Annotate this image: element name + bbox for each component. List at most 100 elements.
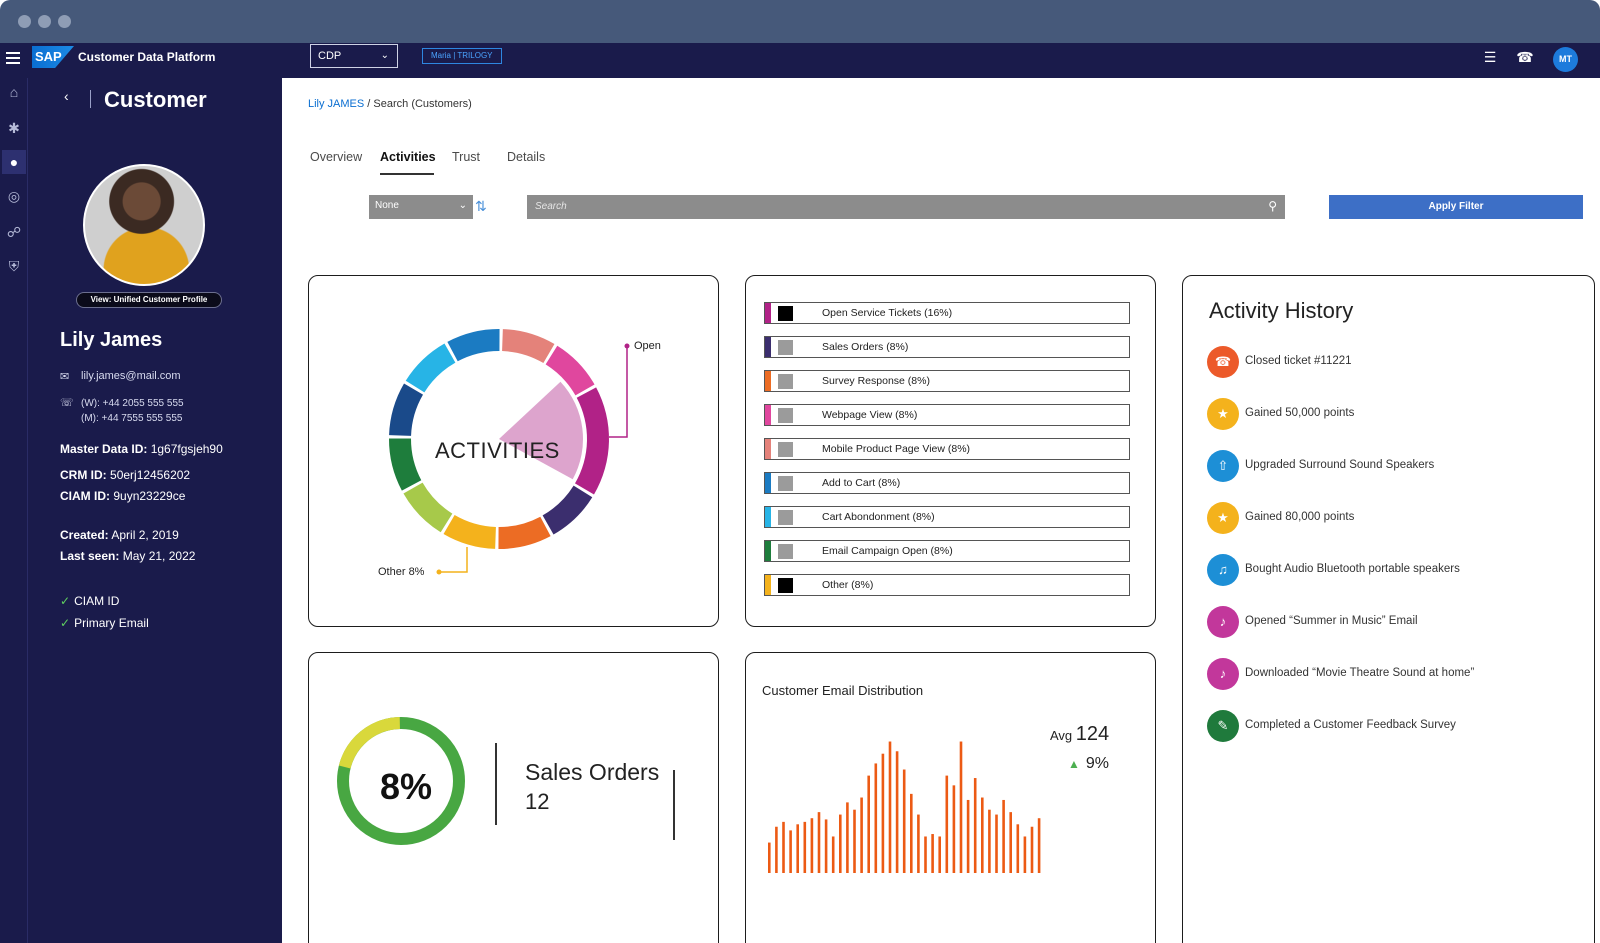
- window-minimize-dot[interactable]: [38, 15, 51, 28]
- open-callout-label: Open: [634, 340, 661, 352]
- context-select-value: CDP: [318, 50, 342, 62]
- activity-history-label: Downloaded “Movie Theatre Sound at home”: [1245, 667, 1475, 679]
- distribution-bar: [853, 809, 856, 873]
- home-icon[interactable]: ⌂: [9, 84, 19, 100]
- distribution-bar: [917, 814, 920, 873]
- tab-activities[interactable]: Activities: [380, 150, 436, 164]
- distribution-bar: [895, 751, 899, 873]
- email-distribution-title: Customer Email Distribution: [762, 683, 924, 698]
- mail-icon: ✉: [60, 371, 70, 383]
- distribution-bar: [1009, 812, 1012, 873]
- chevron-down-icon: ⌄: [380, 50, 389, 61]
- legend-color-strip: [765, 371, 771, 391]
- survey-icon: ✎: [1207, 710, 1239, 742]
- legend-row[interactable]: Other (8%): [764, 574, 1130, 596]
- other-callout-label: Other 8%: [378, 566, 425, 578]
- activity-history-label: Bought Audio Bluetooth portable speakers: [1245, 563, 1460, 575]
- back-icon[interactable]: ‹: [64, 88, 69, 104]
- tab-trust[interactable]: Trust: [452, 150, 481, 164]
- distribution-bar: [945, 775, 949, 873]
- customer-name: Lily James: [60, 329, 163, 351]
- distribution-bar: [931, 834, 934, 873]
- search-icon[interactable]: ⚲: [1268, 199, 1277, 213]
- sales-orders-percent: 8%: [379, 766, 433, 807]
- window-maximize-dot[interactable]: [58, 15, 71, 28]
- open-callout-dot: [624, 343, 630, 349]
- distribution-bar: [888, 741, 892, 873]
- activity-history-label: Completed a Customer Feedback Survey: [1245, 719, 1456, 731]
- legend-row[interactable]: Open Service Tickets (16%): [764, 302, 1130, 324]
- apply-filter-button[interactable]: Apply Filter: [1329, 195, 1583, 219]
- legend-row[interactable]: Email Campaign Open (8%): [764, 540, 1130, 562]
- donut-slice: [405, 343, 456, 393]
- legend-label: Cart Abondonment (8%): [822, 511, 935, 523]
- target-icon[interactable]: ◎: [7, 188, 21, 204]
- legend-row[interactable]: Mobile Product Page View (8%): [764, 438, 1130, 460]
- context-select[interactable]: CDP ⌄: [310, 44, 398, 68]
- shield-icon[interactable]: ⛨: [8, 258, 20, 274]
- search-input[interactable]: Search ⚲: [527, 195, 1285, 219]
- distribution-bar: [810, 818, 814, 873]
- donut-slice: [502, 329, 555, 364]
- legend-row[interactable]: Survey Response (8%): [764, 370, 1130, 392]
- activity-history-label: Upgraded Surround Sound Speakers: [1245, 459, 1435, 471]
- breadcrumb-current: / Search (Customers): [364, 98, 472, 110]
- breadcrumb: Lily JAMES / Search (Customers): [308, 98, 472, 110]
- sap-logo: SAP: [32, 46, 74, 68]
- ring-track: [337, 717, 465, 845]
- legend-swatch: [778, 578, 793, 593]
- customer-email[interactable]: lily.james@mail.com: [81, 370, 181, 382]
- sort-icon[interactable]: ⇅: [475, 198, 487, 214]
- headset-icon: ☎: [1207, 346, 1239, 378]
- donut-slice: [447, 329, 500, 362]
- check-primary-email: ✓ Primary Email: [60, 616, 149, 630]
- side-title: Customer: [104, 87, 207, 112]
- upgrade-icon: ⇧: [1207, 450, 1239, 482]
- share-icon[interactable]: ☍: [6, 224, 22, 240]
- window-close-dot[interactable]: [18, 15, 31, 28]
- activities-chart-card: ACTIVITIES Open Other 8%: [308, 275, 719, 627]
- menu-icon[interactable]: [6, 52, 20, 64]
- activity-legend-card: Open Service Tickets (16%) Sales Orders (…: [745, 275, 1156, 627]
- donut-center-label: ACTIVITIES: [435, 438, 560, 463]
- customer-photo: [83, 164, 205, 286]
- breadcrumb-link[interactable]: Lily JAMES: [308, 98, 365, 110]
- legend-row[interactable]: Sales Orders (8%): [764, 336, 1130, 358]
- distribution-bar: [938, 836, 941, 873]
- tab-overview[interactable]: Overview: [310, 150, 363, 164]
- view-profile-button[interactable]: View: Unified Customer Profile: [76, 292, 222, 308]
- distribution-bar: [1030, 826, 1034, 873]
- search-placeholder: Search: [535, 201, 567, 212]
- other-callout-line: [439, 547, 468, 573]
- customer-side-panel: ‹ Customer View: Unified Customer Profil…: [28, 78, 282, 943]
- donut-slice: [389, 383, 424, 436]
- distribution-bar: [831, 836, 835, 873]
- legend-row[interactable]: Cart Abondonment (8%): [764, 506, 1130, 528]
- legend-color-strip: [765, 439, 771, 459]
- email-distribution-card: Customer Email Distribution Avg 124 ▲ 9%: [745, 652, 1156, 943]
- distribution-bar: [846, 802, 849, 873]
- change-stat: ▲ 9%: [1068, 755, 1110, 772]
- donut-slice: [542, 485, 593, 535]
- layers-icon[interactable]: ☰: [1483, 49, 1497, 65]
- segments-icon[interactable]: ✱: [8, 120, 20, 136]
- sales-orders-card: 8% Sales Orders 12: [308, 652, 719, 943]
- trophy-icon: ★: [1207, 502, 1239, 534]
- tab-details[interactable]: Details: [507, 150, 546, 164]
- filter-select[interactable]: None ⌄: [369, 195, 473, 219]
- tenant-badge[interactable]: Maria | TRILOGY: [422, 48, 502, 64]
- open-callout-line: [609, 346, 628, 438]
- distribution-bar: [902, 769, 906, 873]
- legend-row[interactable]: Add to Cart (8%): [764, 472, 1130, 494]
- customer-icon[interactable]: ●: [2, 150, 26, 174]
- legend-label: Survey Response (8%): [822, 375, 930, 387]
- legend-row[interactable]: Webpage View (8%): [764, 404, 1130, 426]
- distribution-bar: [924, 836, 927, 873]
- activities-donut-chart: [389, 329, 630, 575]
- distribution-bar: [803, 821, 807, 873]
- distribution-bar: [867, 775, 870, 873]
- headset-icon[interactable]: ☎: [1516, 49, 1534, 65]
- user-avatar[interactable]: MT: [1553, 47, 1578, 72]
- check-ciam-id: ✓ CIAM ID: [60, 594, 120, 608]
- activity-history-label: Gained 80,000 points: [1245, 511, 1355, 523]
